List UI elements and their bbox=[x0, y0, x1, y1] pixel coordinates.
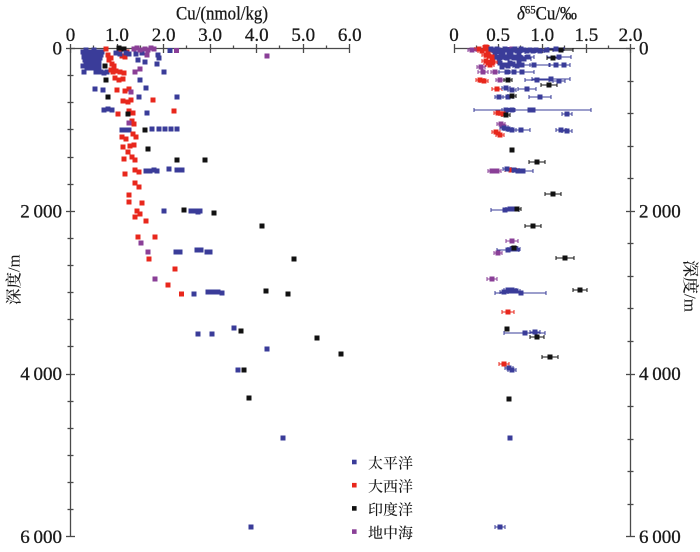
svg-text:2.0: 2.0 bbox=[619, 25, 643, 46]
svg-text:0.5: 0.5 bbox=[486, 25, 510, 46]
svg-text:0: 0 bbox=[449, 25, 459, 46]
svg-text:6.0: 6.0 bbox=[338, 25, 362, 46]
svg-text:Cu/(nmol/kg): Cu/(nmol/kg) bbox=[176, 4, 268, 25]
svg-text:4 000: 4 000 bbox=[639, 364, 681, 385]
svg-text:4.0: 4.0 bbox=[245, 25, 269, 46]
svg-text:4 000: 4 000 bbox=[20, 364, 62, 385]
svg-text:/m: /m bbox=[681, 294, 700, 312]
svg-text:1.5: 1.5 bbox=[575, 25, 599, 46]
svg-text:5.0: 5.0 bbox=[291, 25, 315, 46]
svg-text:0: 0 bbox=[639, 39, 649, 60]
svg-text:2 000: 2 000 bbox=[639, 201, 681, 222]
svg-text:1.0: 1.0 bbox=[530, 25, 554, 46]
svg-text:0: 0 bbox=[53, 39, 63, 60]
svg-text:2.0: 2.0 bbox=[152, 25, 176, 46]
svg-text:6 000: 6 000 bbox=[20, 527, 62, 547]
svg-text:3.0: 3.0 bbox=[198, 25, 222, 46]
svg-text:0: 0 bbox=[66, 25, 76, 46]
svg-text:6 000: 6 000 bbox=[639, 527, 681, 547]
svg-text:/m: /m bbox=[5, 254, 24, 272]
svg-text:1.0: 1.0 bbox=[105, 25, 129, 46]
svg-text:δ65Cu/‰: δ65Cu/‰ bbox=[517, 3, 577, 25]
svg-text:2 000: 2 000 bbox=[20, 201, 62, 222]
